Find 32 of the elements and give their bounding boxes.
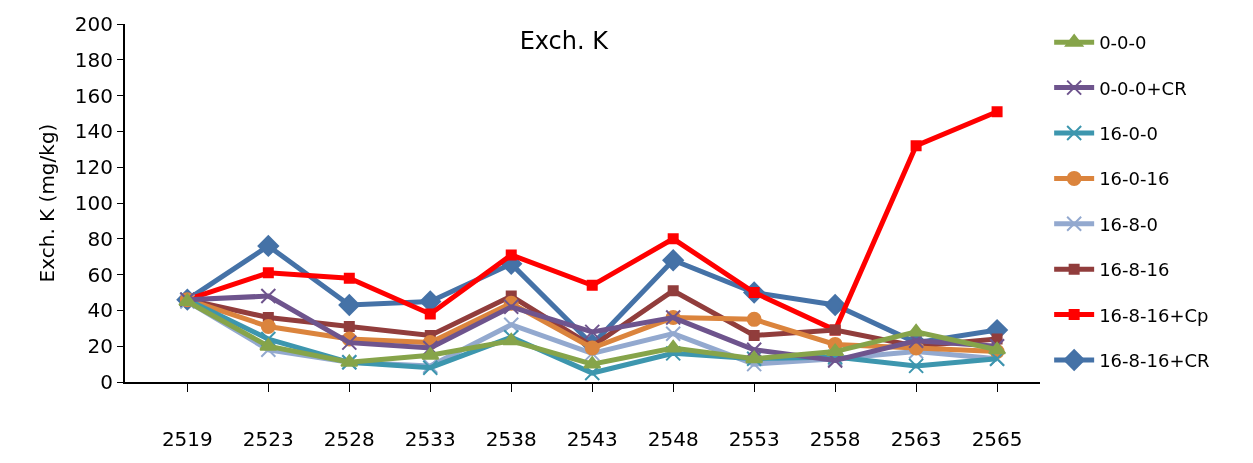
y-tick-label: 0 (100, 370, 113, 394)
y-tick-label: 160 (74, 83, 113, 108)
x-tick-label: 2533 (404, 427, 456, 451)
x-tick-label: 2558 (809, 427, 861, 451)
legend-label: 16-8-16+Cp (1099, 304, 1209, 326)
x-tick-label: 2563 (890, 427, 942, 451)
chart-title: Exch. K (519, 27, 610, 56)
y-tick-label: 40 (87, 298, 113, 323)
x-tick-label: 2548 (647, 427, 699, 451)
legend-label: 0-0-0 (1099, 32, 1147, 54)
y-tick-label: 120 (74, 155, 113, 180)
y-axis-title: Exch. K (mg/kg) (34, 123, 59, 283)
y-tick-label: 140 (74, 119, 113, 144)
y-tick-label: 200 (74, 12, 113, 36)
y-tick-label: 100 (74, 191, 113, 215)
y-tick-label: 60 (87, 262, 113, 287)
y-tick-label: 20 (87, 334, 113, 359)
legend-label: 16-8-16 (1099, 259, 1170, 281)
x-tick-label: 2543 (566, 427, 618, 451)
x-tick-label: 2565 (971, 427, 1023, 451)
legend-label: 16-8-16+CR (1099, 350, 1210, 372)
x-tick-label: 2553 (728, 427, 780, 451)
y-tick-label: 80 (87, 226, 113, 251)
legend-label: 0-0-0+CR (1099, 77, 1187, 99)
legend-label: 16-8-0 (1099, 213, 1158, 235)
x-tick-label: 2523 (242, 427, 294, 451)
legend-label: 16-0-0 (1099, 123, 1158, 145)
legend-label: 16-0-16 (1099, 168, 1170, 190)
x-tick-label: 2538 (485, 427, 537, 451)
x-tick-label: 2519 (161, 427, 213, 451)
y-tick-label: 180 (74, 47, 113, 72)
x-tick-label: 2528 (323, 427, 375, 451)
